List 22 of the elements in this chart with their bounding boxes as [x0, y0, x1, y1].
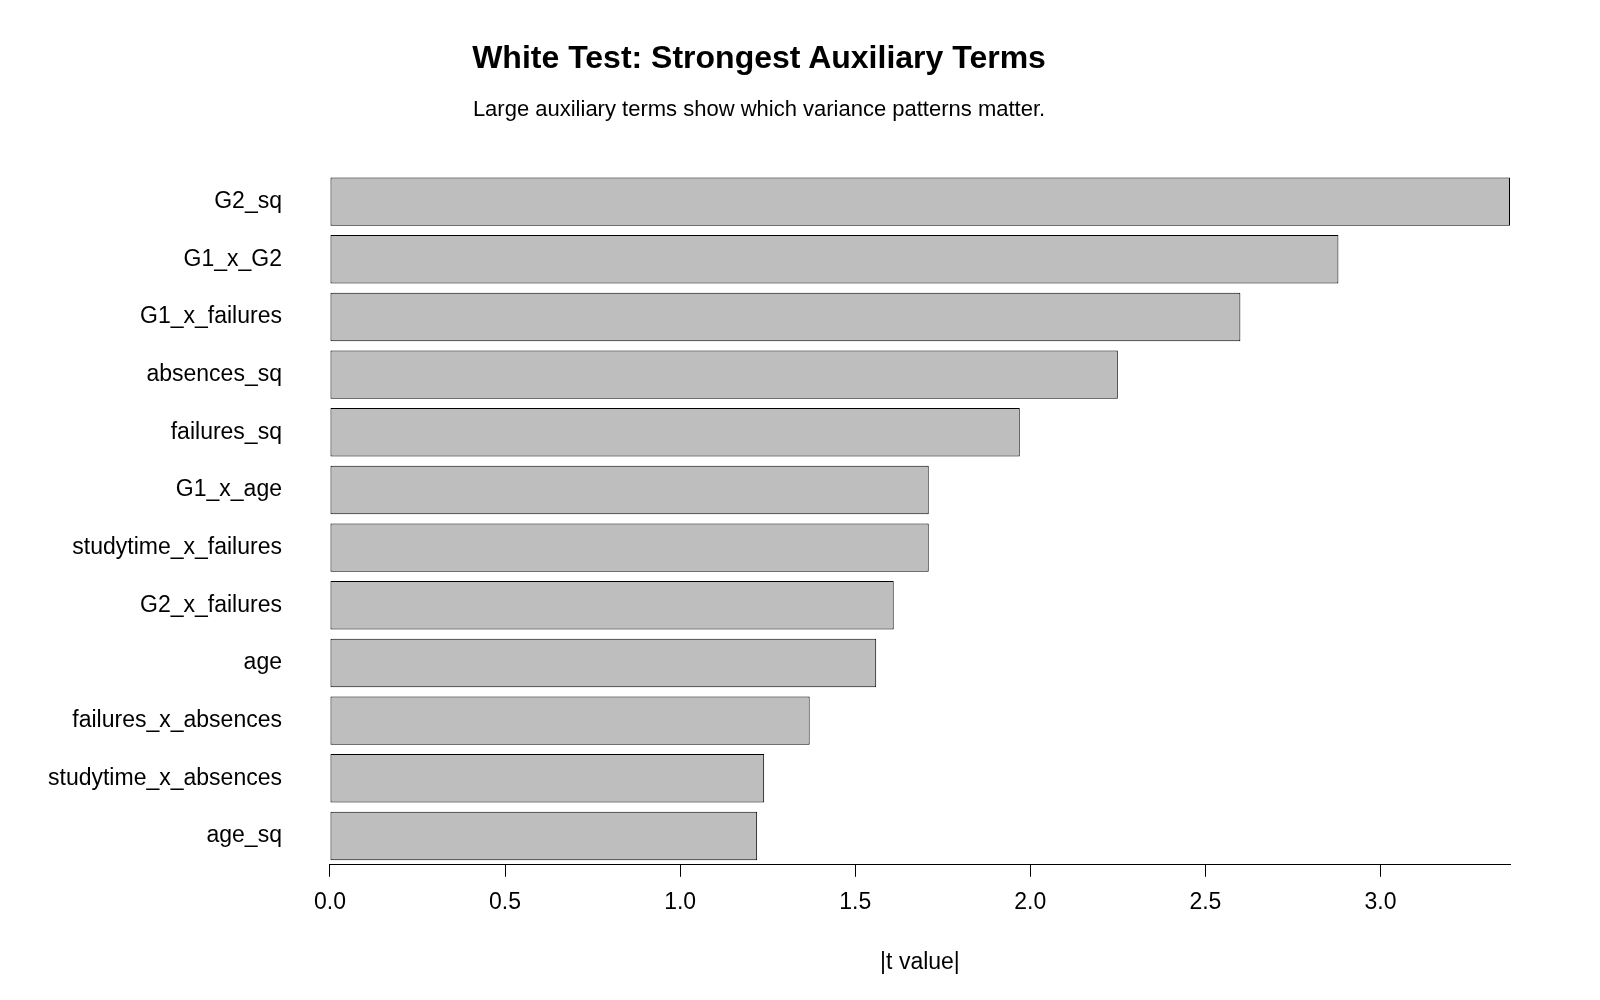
x-tick-label: 1.0 — [664, 887, 697, 914]
y-tick-label: absences_sq — [146, 359, 282, 386]
y-tick-label: G1_x_age — [175, 475, 282, 502]
x-tick-label: 3.0 — [1364, 887, 1397, 914]
x-tick-label: 2.5 — [1189, 887, 1222, 914]
x-axis-title: |t value| — [880, 947, 960, 974]
x-tick-label: 2.0 — [1014, 887, 1047, 914]
y-tick-label: age_sq — [206, 821, 282, 848]
x-tick-label: 0.0 — [313, 887, 346, 914]
y-tick-label: G2_sq — [214, 186, 282, 213]
x-tick-label: 1.5 — [839, 887, 872, 914]
x-tick-label: 0.5 — [489, 887, 522, 914]
y-tick-label: studytime_x_absences — [48, 763, 282, 790]
y-tick-label: G1_x_G2 — [183, 244, 282, 271]
y-tick-label: G2_x_failures — [140, 590, 282, 617]
y-tick-label: G1_x_failures — [140, 302, 282, 329]
chart-title: White Test: Strongest Auxiliary Terms — [472, 39, 1046, 76]
chart-subtitle: Large auxiliary terms show which variance patterns matter. — [472, 95, 1046, 121]
y-tick-label: studytime_x_failures — [72, 532, 282, 559]
y-tick-label: failures_x_absences — [72, 705, 282, 732]
y-tick-label: age — [243, 648, 282, 675]
y-tick-label: failures_sq — [170, 417, 282, 444]
